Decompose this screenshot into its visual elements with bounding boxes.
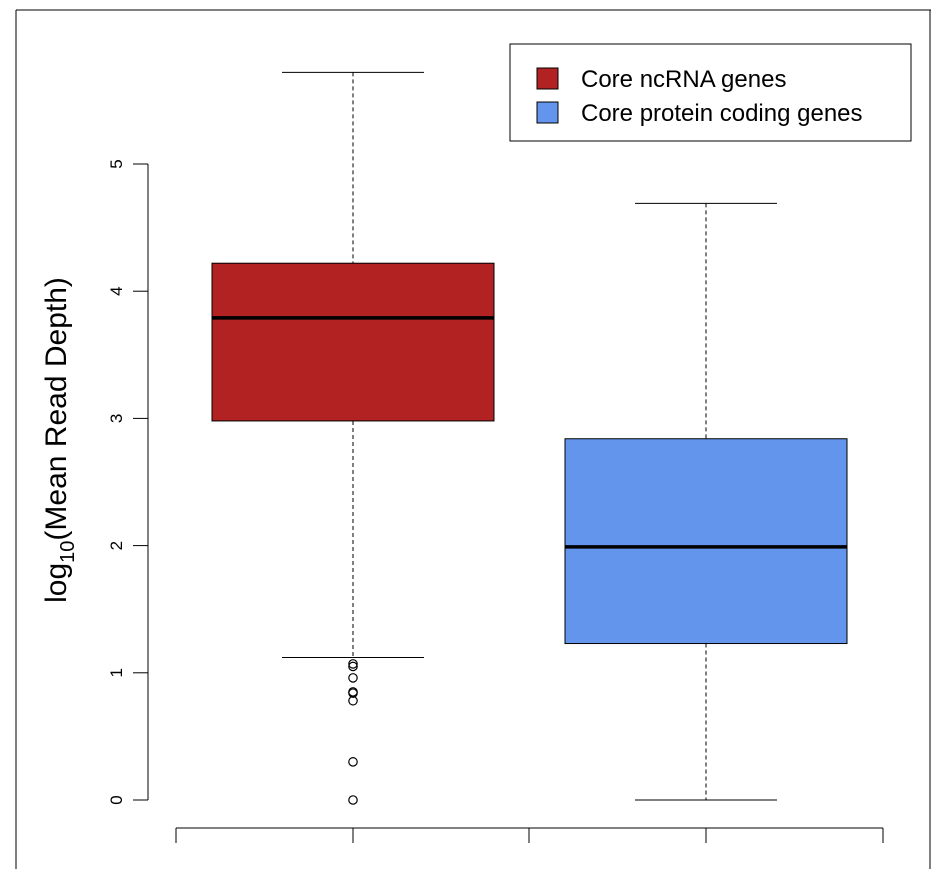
legend-label-protein: Core protein coding genes [581,100,863,127]
outlier-point-ncrna [348,757,358,767]
legend-swatch-ncrna [536,67,559,90]
legend-frame [509,43,912,142]
outlier-point-ncrna [348,673,358,683]
y-axis-tick-label: 3 [107,414,126,423]
y-axis: 0 1 2 3 4 5 [107,159,149,805]
legend: Core ncRNA genes Core protein coding gen… [509,43,912,142]
y-axis-tick-label: 4 [107,286,126,295]
y-axis-tick-label: 2 [107,541,126,550]
y-axis-label-log: log [40,563,73,603]
box-ncrna [211,262,495,422]
outlier-point-ncrna [348,661,358,672]
y-axis-tick-label: 5 [107,159,126,168]
outlier-point-ncrna [348,795,358,805]
y-axis-tick-label: 0 [107,795,126,804]
box-protein [564,438,848,645]
outlier-point-ncrna [348,659,358,669]
outlier-point-ncrna [348,695,358,706]
boxes-group [211,71,848,805]
x-axis [175,827,884,843]
outlier-point-ncrna [348,688,358,698]
y-axis-tick-label: 1 [107,668,126,677]
y-axis-label: log10(Mean Read Depth) [40,277,79,603]
y-axis-label-subscript: 10 [57,541,79,563]
y-axis-label-rest: (Mean Read Depth) [40,277,73,540]
legend-label-ncrna: Core ncRNA genes [581,66,786,93]
plot-frame [15,9,931,869]
legend-swatch-protein [536,101,559,124]
